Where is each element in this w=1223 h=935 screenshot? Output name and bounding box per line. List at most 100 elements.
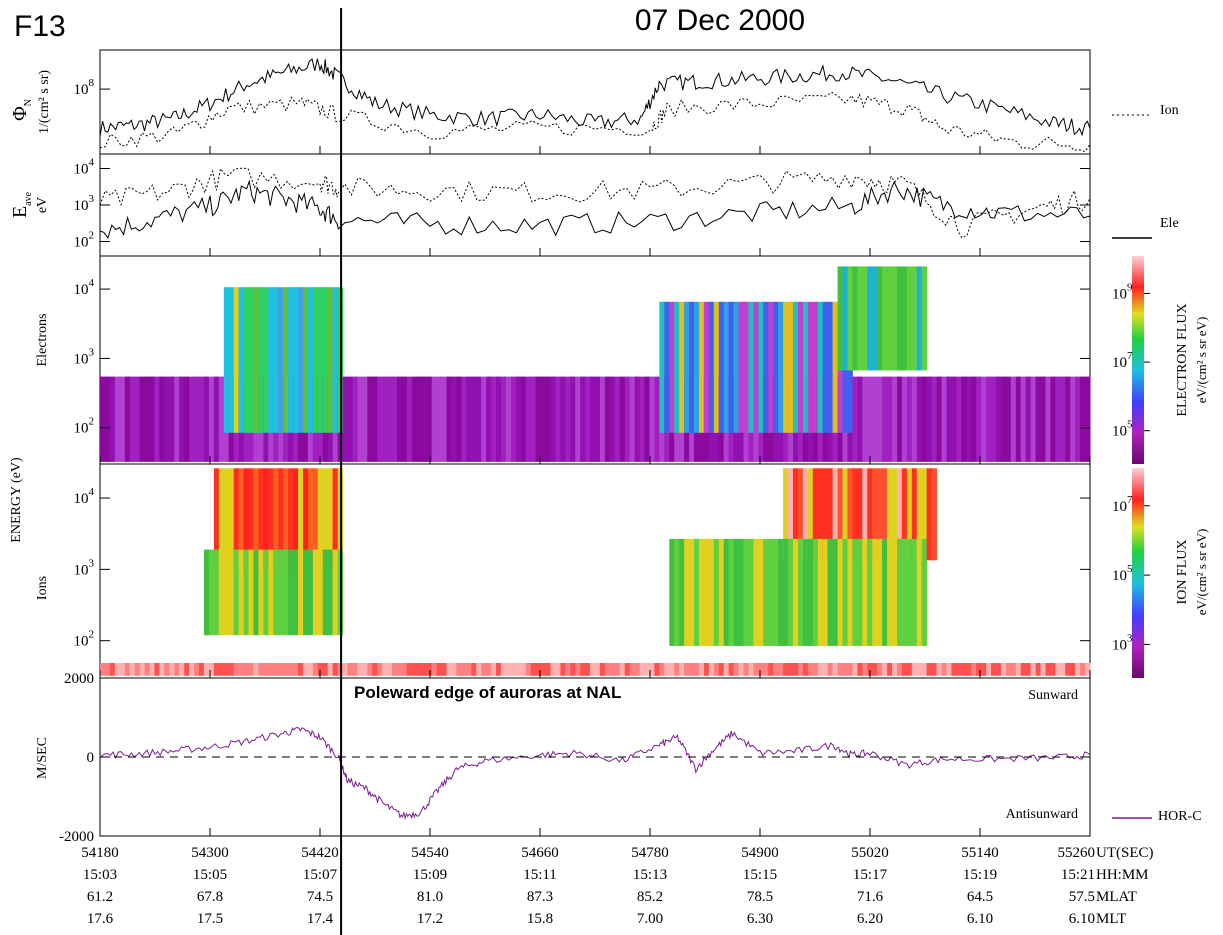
spectrogram-cell xyxy=(377,663,382,676)
spectrogram-cell xyxy=(377,377,382,462)
number-flux-series xyxy=(100,59,1090,152)
spectrogram-cell xyxy=(1036,663,1041,676)
spectrogram-cell xyxy=(852,266,857,370)
satellite-label: F13 xyxy=(14,10,66,43)
spectrogram-cell xyxy=(283,550,288,636)
spectrogram-cell xyxy=(273,663,278,676)
spectrogram-cell xyxy=(704,539,709,646)
spectrogram-cell xyxy=(729,539,734,646)
spectrogram-cell xyxy=(437,377,442,462)
spectrogram-cell xyxy=(813,663,818,676)
y-tick-exponent: 8 xyxy=(89,77,95,89)
spectrogram-cell xyxy=(763,302,768,433)
spectrogram-cell xyxy=(263,663,268,676)
spectrogram-cell xyxy=(328,550,333,636)
time-axis-value: 67.8 xyxy=(197,889,223,905)
spectrogram-cell xyxy=(570,377,575,462)
time-axis-value: 78.5 xyxy=(747,889,773,905)
spectrogram-cell xyxy=(699,302,704,433)
time-axis-value: 57.5 xyxy=(1069,889,1095,905)
spectrogram-cell xyxy=(684,302,689,433)
spectrogram-cell xyxy=(1085,377,1090,462)
spectrogram-cell xyxy=(1070,377,1075,462)
spectrogram-cell xyxy=(724,663,729,676)
colorbar-tick-label: 103 xyxy=(1112,632,1133,653)
spectrogram-cell xyxy=(783,302,788,433)
spectrogram-cell xyxy=(1016,663,1021,676)
spectrogram-cell xyxy=(966,663,971,676)
colorbar-tick-exponent: 7 xyxy=(1127,350,1133,362)
spectrogram-cell xyxy=(313,663,318,676)
spectrogram-cell xyxy=(630,663,635,676)
spectrogram-cell xyxy=(600,663,605,676)
spectrogram-cell xyxy=(125,377,130,462)
flux-symbol-sub: N xyxy=(23,99,34,106)
spectrogram-cell xyxy=(857,377,862,462)
spectrogram-cell xyxy=(258,663,263,676)
spectrogram-cell xyxy=(843,266,848,370)
legend-hor-label: HOR-C xyxy=(1158,809,1202,824)
time-axis-value: 61.2 xyxy=(87,889,113,905)
spectrogram-cell xyxy=(209,377,214,462)
spectrogram-cell xyxy=(729,663,734,676)
spectrogram-cell xyxy=(110,377,115,462)
spectrogram-cell xyxy=(803,663,808,676)
spectrogram-cell xyxy=(555,377,560,462)
spectrogram-cell xyxy=(258,550,263,636)
spectrogram-cell xyxy=(833,663,838,676)
spectrogram-cell xyxy=(937,663,942,676)
spectrogram-cell xyxy=(808,663,813,676)
spectrogram-cell xyxy=(303,663,308,676)
spectrogram-cell xyxy=(204,663,209,676)
spectrogram-cell xyxy=(1065,377,1070,462)
spectrogram-cell xyxy=(353,377,358,462)
spectrogram-cell xyxy=(239,550,244,636)
spectrogram-cell xyxy=(798,539,803,646)
spectrogram-cell xyxy=(942,663,947,676)
spectrogram-cell xyxy=(234,287,239,433)
spectrogram-cell xyxy=(684,539,689,646)
spectrogram-cell xyxy=(169,377,174,462)
legend-ion-label: Ion xyxy=(1160,103,1179,118)
spectrogram-cell xyxy=(1016,377,1021,462)
spectrogram-cell xyxy=(491,663,496,676)
spectrogram-cell xyxy=(902,663,907,676)
spectrogram-cell xyxy=(902,266,907,370)
spectrogram-cell xyxy=(516,377,521,462)
spectrogram-cell xyxy=(951,663,956,676)
y-tick-label: 0 xyxy=(87,750,95,766)
spectrogram-cell xyxy=(536,377,541,462)
spectrogram-cell xyxy=(734,302,739,433)
spectrogram-cell xyxy=(605,663,610,676)
y-tick-exponent: 3 xyxy=(89,193,95,205)
y-tick-label: 2000 xyxy=(64,671,94,687)
spectrogram-cell xyxy=(159,663,164,676)
spectrogram-cell xyxy=(140,377,145,462)
spectrogram-cell xyxy=(654,377,659,462)
y-tick-label: 102 xyxy=(74,229,95,250)
spectrogram-cell xyxy=(833,539,838,646)
spectrogram-cell xyxy=(689,302,694,433)
spectrogram-cell xyxy=(328,663,333,676)
spectrogram-cell xyxy=(323,663,328,676)
spectrogram-cell xyxy=(382,377,387,462)
spectrogram-cell xyxy=(773,302,778,433)
spectrogram-cell xyxy=(942,377,947,462)
y-tick-base: 10 xyxy=(74,82,89,98)
spectrogram-cell xyxy=(862,539,867,646)
spectrogram-cell xyxy=(412,377,417,462)
time-axis-value: 6.20 xyxy=(857,911,883,927)
spectrogram-cell xyxy=(214,377,219,462)
spectrogram-cell xyxy=(560,663,565,676)
time-axis-value: 17.5 xyxy=(197,911,223,927)
spectrogram-cell xyxy=(679,302,684,433)
spectrogram-cell xyxy=(991,377,996,462)
spectrogram-cell xyxy=(263,550,268,636)
y-tick-exponent: 4 xyxy=(89,277,95,289)
spectrogram-cell xyxy=(328,287,333,433)
spectrogram-cell xyxy=(1075,377,1080,462)
spectrogram-cell xyxy=(278,287,283,433)
spectrogram-cell xyxy=(184,663,189,676)
time-axis-value: 54420 xyxy=(301,845,339,861)
spectrogram-cell xyxy=(907,266,912,370)
